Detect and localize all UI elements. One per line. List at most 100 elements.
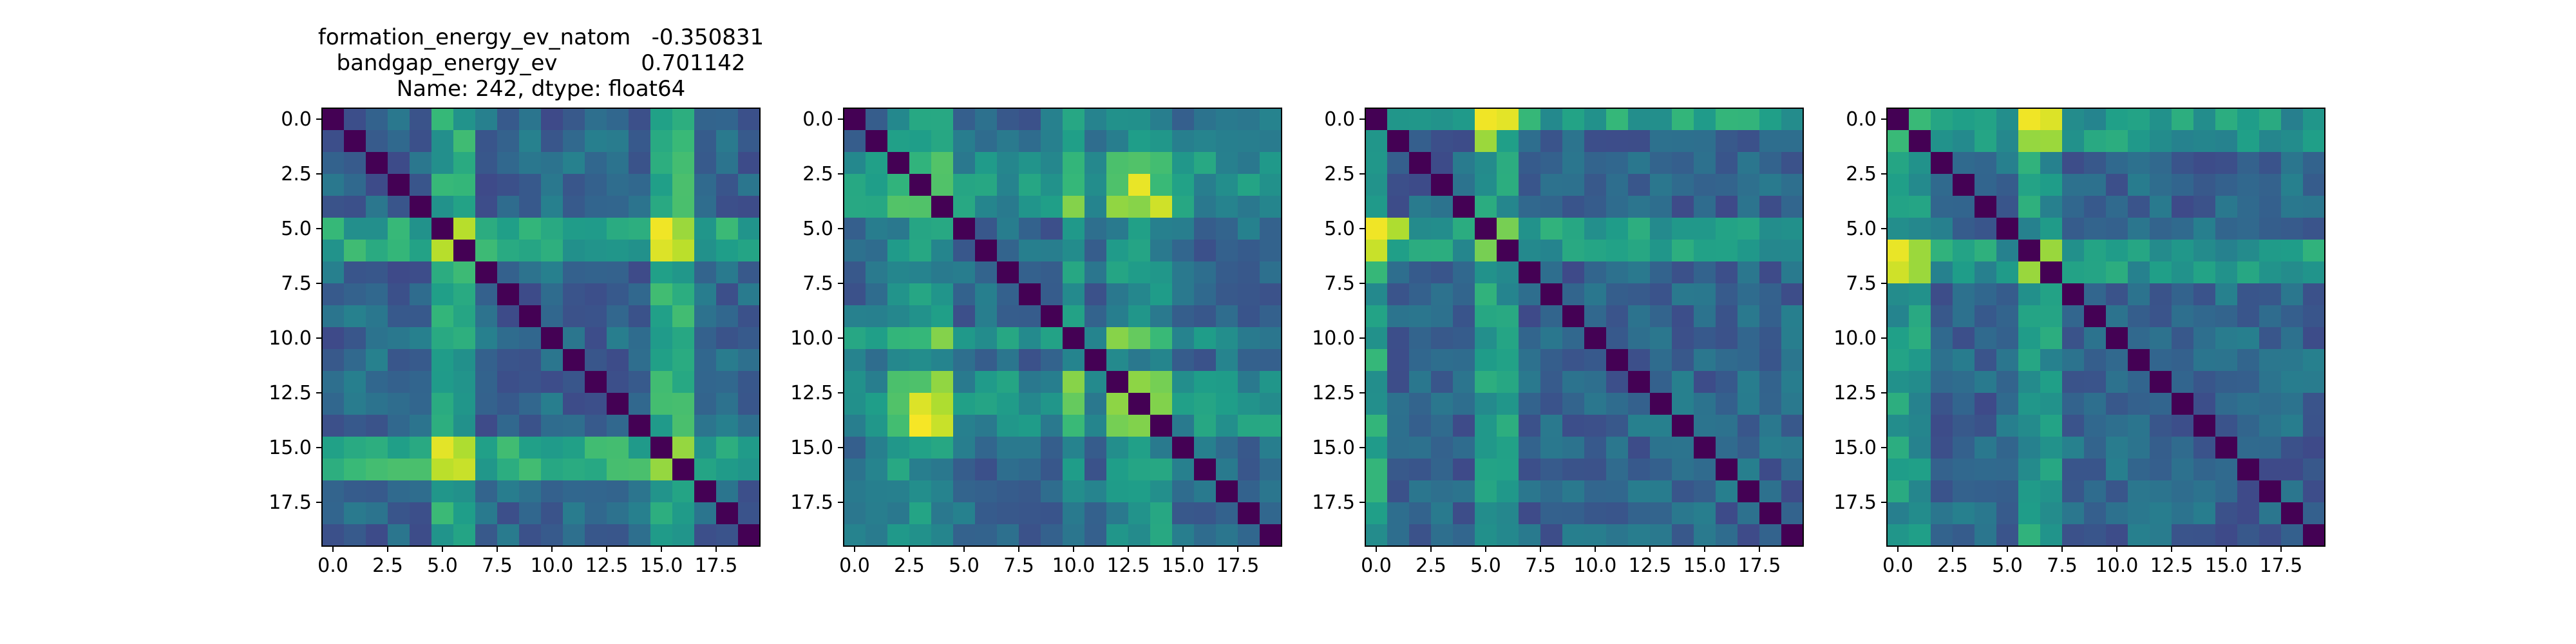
heatmap-cell: [1650, 524, 1672, 547]
heatmap-cell: [1606, 305, 1629, 328]
heatmap-cell: [694, 305, 717, 328]
heatmap-cell: [585, 218, 607, 240]
heatmap-cell: [672, 174, 695, 196]
heatmap-cell: [410, 218, 432, 240]
heatmap-cell: [1887, 480, 1909, 503]
heatmap-cell: [1738, 261, 1760, 284]
heatmap-cell: [1128, 459, 1151, 481]
heatmap-cell: [1672, 459, 1694, 481]
heatmap-cell: [1606, 524, 1629, 547]
heatmap-cell: [1606, 459, 1629, 481]
heatmap-cell: [1672, 502, 1694, 525]
heatmap-cell: [1759, 437, 1782, 459]
heatmap-cell: [2193, 240, 2216, 262]
heatmap-cell: [2150, 502, 2172, 525]
heatmap-cell: [431, 459, 454, 481]
heatmap-cell: [694, 502, 717, 525]
heatmap-cell: [997, 524, 1019, 547]
heatmap-cell: [519, 459, 542, 481]
heatmap-cell: [866, 349, 888, 372]
heatmap-cell: [1106, 371, 1129, 393]
heatmap-cell: [1128, 218, 1151, 240]
heatmap-cell: [1431, 393, 1454, 415]
heatmap-cell: [738, 524, 761, 547]
heatmap-cell: [366, 130, 388, 153]
heatmap-cell: [1996, 524, 2019, 547]
heatmap-cell: [366, 174, 388, 196]
heatmap-cell: [953, 459, 976, 481]
heatmap-cell: [844, 130, 866, 153]
heatmap-cell: [1519, 261, 1541, 284]
heatmap-cell: [1931, 108, 1953, 131]
heatmap-cell: [1953, 349, 1975, 372]
heatmap-cell: [1084, 502, 1107, 525]
heatmap-cell: [2193, 283, 2216, 306]
y-tick-label: 2.5: [281, 163, 312, 185]
figure-title-line-2: bandgap_energy_ev 0.701142: [336, 50, 746, 76]
heatmap-cell: [953, 349, 976, 372]
heatmap-cell: [1453, 152, 1475, 175]
heatmap-cell: [1996, 393, 2019, 415]
heatmap-cell: [1716, 240, 1738, 262]
heatmap-cell: [1672, 130, 1694, 153]
heatmap-cell: [1041, 130, 1063, 153]
heatmap-cell: [1150, 283, 1173, 306]
heatmap-cell: [2040, 480, 2063, 503]
heatmap-cell: [1150, 261, 1173, 284]
heatmap-cell: [1172, 283, 1195, 306]
heatmap-cell: [2062, 174, 2085, 196]
heatmap-cell: [1931, 502, 1953, 525]
heatmap-panel-3: 0.0 2.5 5.0 7.5 10.0 12.5 15.0 17.50.02.55.07.5…: [1312, 108, 1804, 577]
heatmap-cell: [2106, 393, 2128, 415]
heatmap-cell: [2215, 437, 2238, 459]
heatmap-cell: [2106, 283, 2128, 306]
heatmap-cell: [738, 459, 761, 481]
heatmap-cell: [1738, 502, 1760, 525]
heatmap-cell: [1584, 218, 1607, 240]
heatmap-cell: [2237, 261, 2260, 284]
heatmap-cell: [1540, 130, 1563, 153]
heatmap-cell: [1540, 305, 1563, 328]
heatmap-cell: [453, 524, 476, 547]
heatmap-cell: [1150, 393, 1173, 415]
heatmap-cell: [1562, 240, 1585, 262]
heatmap-cell: [629, 502, 651, 525]
heatmap-cell: [497, 240, 520, 262]
heatmap-cell: [1150, 480, 1173, 503]
heatmap-cell: [1150, 108, 1173, 131]
heatmap-cell: [738, 437, 761, 459]
heatmap-cell: [1041, 174, 1063, 196]
heatmap-cell: [541, 240, 564, 262]
heatmap-cell: [2303, 415, 2325, 437]
heatmap-cell: [2215, 174, 2238, 196]
heatmap-cell: [388, 502, 410, 525]
heatmap-cell: [1781, 240, 1804, 262]
heatmap-cell: [738, 305, 761, 328]
heatmap-cell: [650, 502, 673, 525]
heatmap-cell: [497, 283, 520, 306]
heatmap-cell: [1365, 349, 1388, 372]
heatmap-cell: [2303, 524, 2325, 547]
heatmap-cell: [2259, 349, 2282, 372]
heatmap-cell: [1084, 459, 1107, 481]
heatmap-cell: [1672, 349, 1694, 372]
heatmap-cell: [1540, 480, 1563, 503]
heatmap-cell: [1041, 305, 1063, 328]
heatmap-cell: [453, 415, 476, 437]
heatmap-panel-1: 0.0 2.5 5.0 7.5 10.0 12.5 15.0 17.50.02.55.07.5…: [269, 108, 761, 577]
heatmap-cell: [1128, 261, 1151, 284]
figure-title-line-3: Name: 242, dtype: float64: [396, 76, 686, 102]
heatmap-cell: [2040, 524, 2063, 547]
heatmap-cell: [322, 130, 345, 153]
heatmap-cell: [2106, 459, 2128, 481]
heatmap-cell: [866, 524, 888, 547]
heatmap-cell: [1019, 437, 1041, 459]
heatmap-cell: [322, 108, 345, 131]
heatmap-cell: [1260, 305, 1282, 328]
heatmap-cell: [716, 305, 739, 328]
heatmap-cell: [1409, 130, 1432, 153]
heatmap-cell: [866, 261, 888, 284]
heatmap-cell: [453, 437, 476, 459]
heatmap-cell: [1738, 174, 1760, 196]
heatmap-cell: [1409, 393, 1432, 415]
